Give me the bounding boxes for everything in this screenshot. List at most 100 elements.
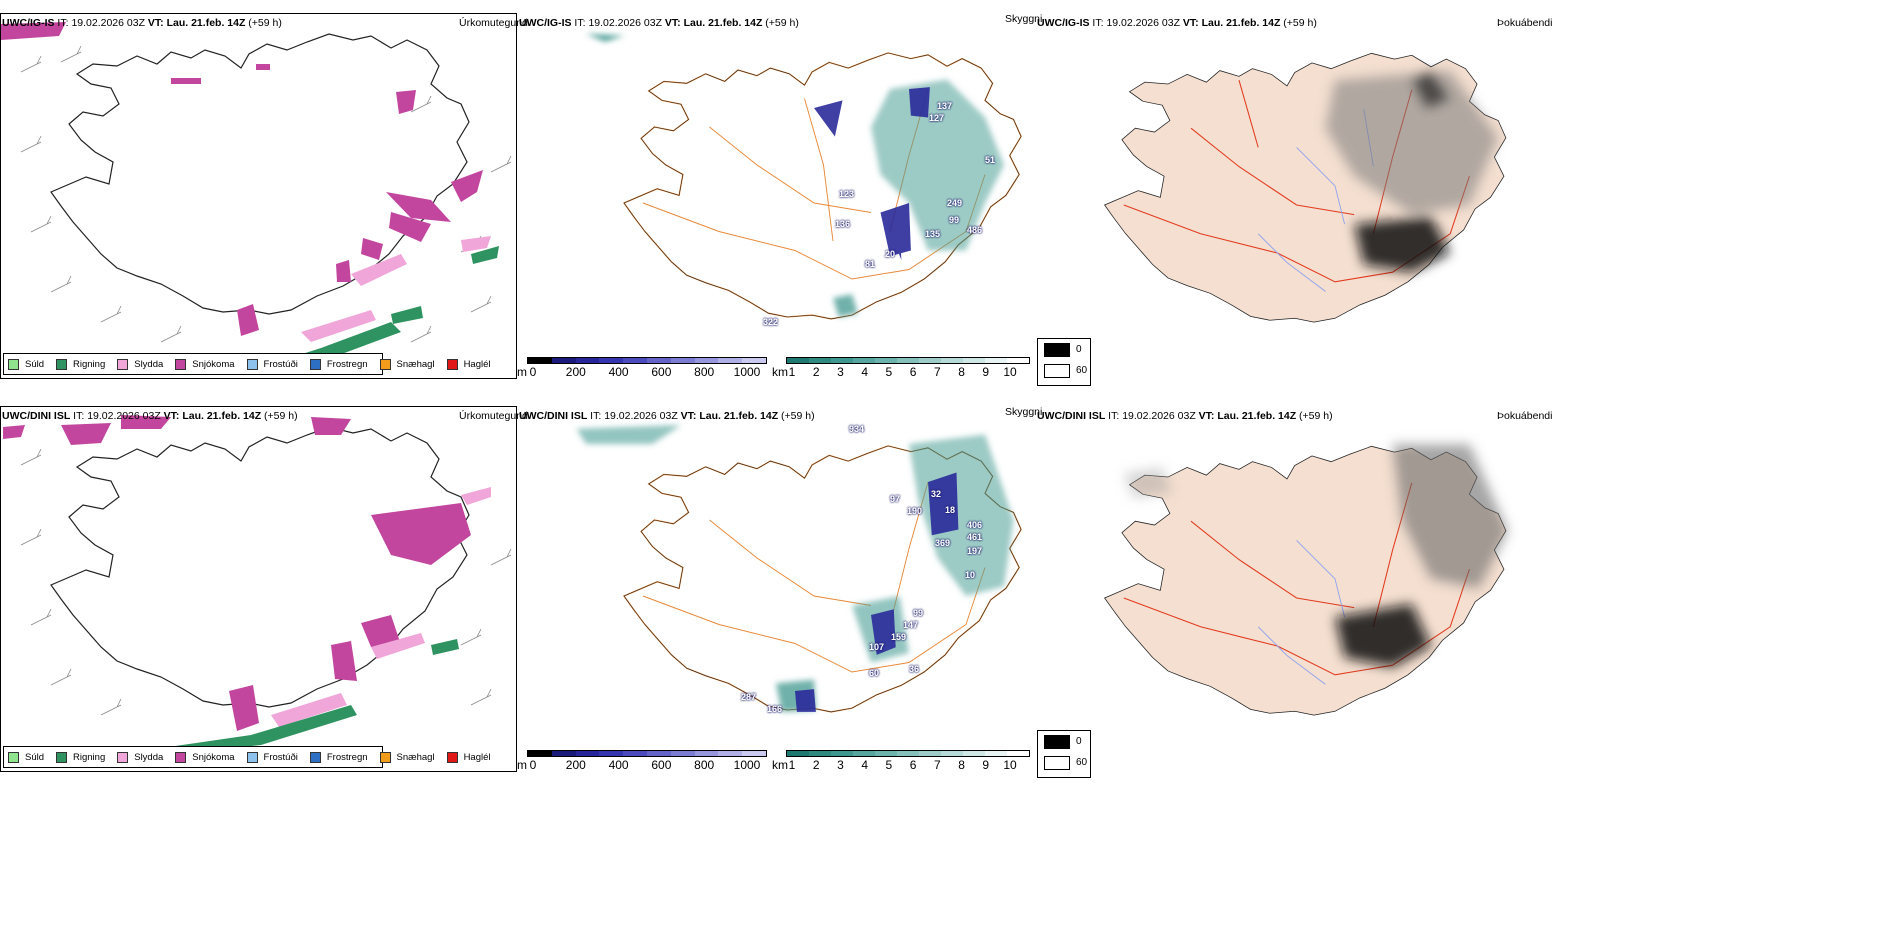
precip-type-map-bottom <box>3 415 512 757</box>
model-name: UWC/DINI ISL <box>2 410 71 422</box>
valid-label: VT: <box>664 17 681 29</box>
visibility-value-label: 127 <box>929 113 945 123</box>
panel-title-precip-top: Úrkomutegund <box>459 17 528 29</box>
colorbar-tick-label: 5 <box>885 758 893 772</box>
visibility-value-label: 97 <box>890 494 901 504</box>
colorbar-tick-label: 10 <box>1003 758 1017 772</box>
valid-time: Lau. 21.feb. 14Z <box>166 17 246 29</box>
legend-swatch <box>56 751 68 763</box>
colorbar-cell <box>670 751 695 756</box>
visibility-value-label: 32 <box>931 489 942 499</box>
colorbar-strip <box>527 750 767 757</box>
visibility-value-label: 369 <box>935 538 951 548</box>
colorbar-cell <box>623 358 647 363</box>
init-time: 19.02.2026 03Z <box>1122 410 1196 422</box>
colorbar-unit: m <box>517 758 527 772</box>
colorbar-cell <box>694 358 719 363</box>
run-header-top-3: UWC/IG-IS IT: 19.02.2026 03Z VT: Lau. 21… <box>1037 17 1317 29</box>
colorbar-tick-label: 7 <box>933 758 941 772</box>
panel-title-visibility-bottom: Skyggni <box>1005 406 1043 418</box>
valid-label: VT: <box>1182 17 1199 29</box>
colorbar-unit: km <box>772 365 788 379</box>
fog-panel-top <box>1037 13 1557 379</box>
colorbar-tick-label: 7 <box>933 365 941 379</box>
colorbar-cell <box>897 751 919 756</box>
colorbar-tick-label: 6 <box>909 365 917 379</box>
colorbar-tick-label: 5 <box>885 365 893 379</box>
lead-time: (+59 h) <box>781 410 815 422</box>
colorbar-tick-label: 4 <box>861 758 868 772</box>
valid-time: Lau. 21.feb. 14Z <box>1201 17 1281 29</box>
precip-legend-item: Frostregn <box>309 358 368 370</box>
legend-label: Rigning <box>73 751 106 763</box>
colorbar-cell <box>809 358 831 363</box>
colorbar-cell <box>875 751 897 756</box>
visibility-value-label: 249 <box>947 198 963 208</box>
colorbar-cell <box>897 358 919 363</box>
legend-label: Frostregn <box>326 751 368 763</box>
lead-time: (+59 h) <box>248 17 282 29</box>
visibility-value-label: 123 <box>839 189 855 199</box>
visibility-value-label: 137 <box>937 101 953 111</box>
colorbar-cell <box>718 358 743 363</box>
colorbar-cell <box>809 751 831 756</box>
legend-label: Rigning <box>73 358 106 370</box>
colorbar-tick-label: 400 <box>608 758 629 772</box>
precip-type-panel-bottom: Súld Rigning Slydda Snjókoma Frostúði Frostre… <box>0 406 517 772</box>
legend-swatch <box>175 751 187 763</box>
init-label: IT: <box>57 17 69 29</box>
colorbar-cell <box>551 751 576 756</box>
cloud-base-colorbar-bottom: m 0 200 400 600 800 1000 <box>517 750 772 772</box>
colorbar-cell <box>831 751 853 756</box>
legend-swatch <box>117 358 129 370</box>
precip-legend-item: Súld <box>8 751 44 763</box>
visibility-value-label: 406 <box>967 520 983 530</box>
colorbar-cell <box>742 358 766 363</box>
colorbar-cell <box>919 751 941 756</box>
model-name: UWC/DINI ISL <box>1037 410 1106 422</box>
colorbar-strip <box>786 750 1030 757</box>
panel-title-visibility-top: Skyggni <box>1005 13 1043 25</box>
colorbar-tick-label: 0 <box>529 758 537 772</box>
colorbar-cell <box>1007 751 1029 756</box>
precip-type-legend-top: Súld Rigning Slydda Snjókoma Frostúði Frostre… <box>3 353 491 375</box>
colorbar-cell <box>646 751 671 756</box>
fog-legend-high-swatch <box>1044 735 1070 749</box>
valid-label: VT: <box>1198 410 1215 422</box>
init-time: 19.02.2026 03Z <box>87 410 161 422</box>
legend-swatch <box>379 751 391 763</box>
visibility-value-label: 81 <box>865 259 876 269</box>
colorbar-cell <box>599 358 624 363</box>
panel-title-fog-top: Þokuábendi <box>1497 17 1553 29</box>
colorbar-cell <box>742 751 766 756</box>
fog-legend-low-swatch <box>1044 364 1070 378</box>
visibility-value-label: 147 <box>903 620 919 630</box>
colorbar-cell <box>551 358 576 363</box>
init-label: IT: <box>1108 410 1120 422</box>
cloud-base-colorbar-top: m 0 200 400 600 800 1000 <box>517 357 772 379</box>
colorbar-tick-label: 9 <box>982 365 990 379</box>
panel-title-fog-bottom: Þokuábendi <box>1497 410 1553 422</box>
visibility-value-label: 60 <box>869 668 880 678</box>
run-header-top-1: UWC/IG-IS IT: 19.02.2026 03Z VT: Lau. 21… <box>2 17 282 29</box>
fog-map-top <box>1104 52 1507 323</box>
visibility-value-label: 136 <box>835 219 851 229</box>
visibility-value-label: 99 <box>913 608 924 618</box>
visibility-panel-bottom: 934 97 190 32 18 406 369 461 197 10 99 147 159 36 107 6… <box>517 406 1037 772</box>
colorbar-cell <box>646 358 671 363</box>
colorbar-tick-label: 800 <box>694 365 715 379</box>
valid-time: Lau. 21.feb. 14Z <box>1217 410 1297 422</box>
colorbar-cell <box>787 358 809 363</box>
colorbar-unit: m <box>517 365 527 379</box>
colorbar-tick-label: 600 <box>651 758 672 772</box>
legend-swatch <box>446 358 458 370</box>
model-name: UWC/IG-IS <box>1037 17 1090 29</box>
valid-label: VT: <box>163 410 180 422</box>
fog-legend-low-label: 60 <box>1076 757 1088 768</box>
legend-label: Frostúði <box>263 751 298 763</box>
visibility-value-label: 159 <box>891 632 907 642</box>
colorbar-cell <box>1007 358 1029 363</box>
fog-map-bottom <box>1104 444 1508 716</box>
valid-time: Lau. 21.feb. 14Z <box>182 410 262 422</box>
legend-swatch <box>309 751 321 763</box>
